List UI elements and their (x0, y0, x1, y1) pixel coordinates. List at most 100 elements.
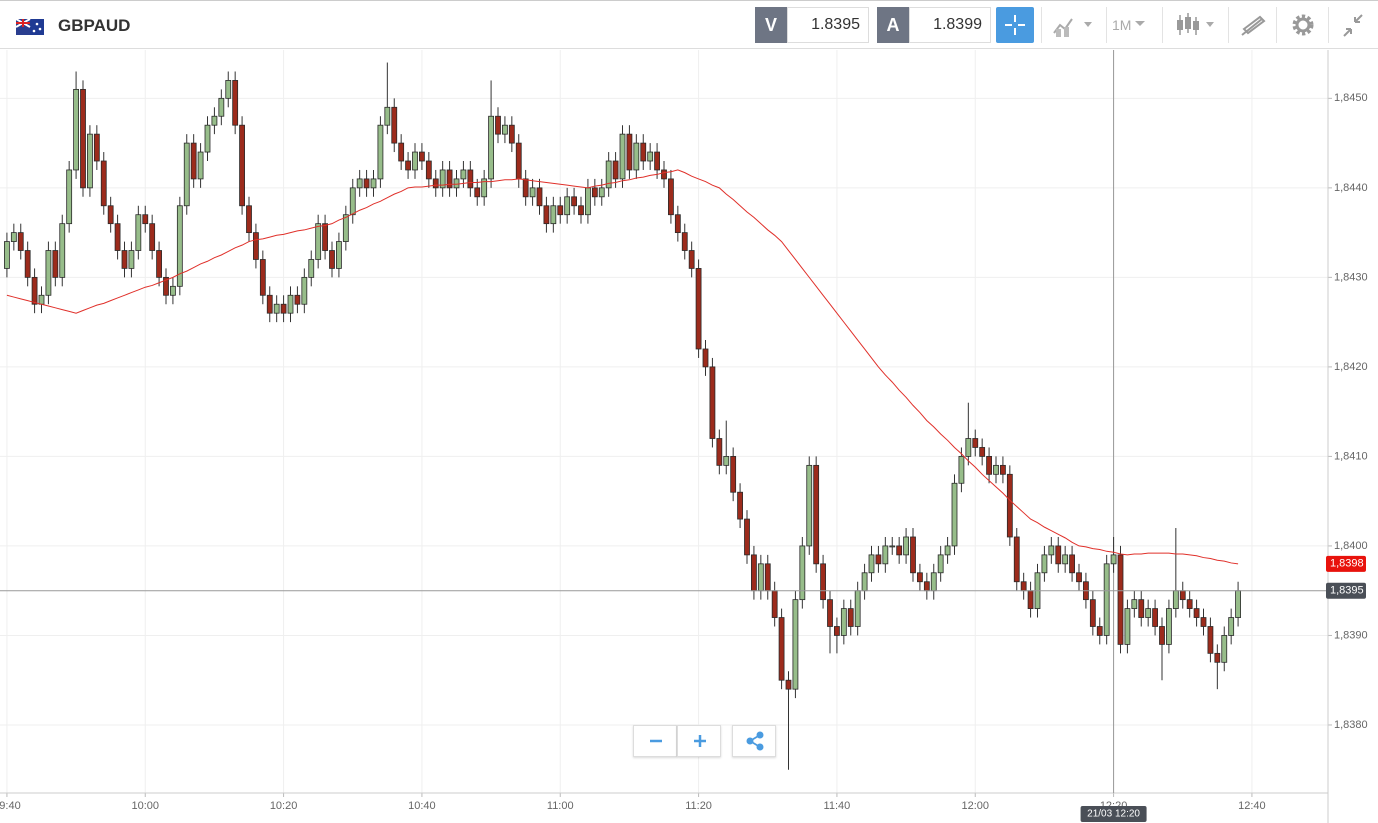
candle-body (674, 214, 681, 234)
candle-body (24, 250, 31, 278)
candle-body (1076, 572, 1082, 583)
candle-body (751, 554, 757, 592)
draw-button[interactable] (1238, 7, 1268, 43)
candle-body (183, 142, 190, 207)
candle-body (647, 151, 654, 162)
x-tick-label: 09:40 (0, 800, 21, 812)
candle-body (363, 178, 370, 189)
candle-body (688, 250, 695, 269)
candle-body (66, 169, 73, 225)
candle-body (453, 178, 460, 189)
candle-body (1027, 590, 1034, 609)
candle-body (668, 178, 674, 216)
candle-body (425, 160, 432, 180)
y-tick-label: 1,8380 (1334, 719, 1368, 731)
candle-body (861, 572, 868, 592)
candle-body (799, 545, 806, 601)
candle-body (121, 250, 128, 269)
candle-body (923, 581, 930, 592)
candle-body (827, 599, 833, 627)
candle-body (38, 294, 45, 305)
zoom-out-button[interactable] (633, 725, 677, 757)
crosshair-button[interactable] (996, 7, 1034, 43)
candle-body (723, 456, 730, 466)
candle-body (149, 223, 156, 251)
candle-type-button[interactable] (1172, 7, 1222, 43)
candle-body (550, 205, 557, 225)
candle-body (868, 554, 875, 574)
candle-body (439, 169, 446, 189)
y-tick-label: 1,8420 (1334, 361, 1368, 373)
x-tick-label: 11:20 (685, 800, 712, 812)
candle-body (412, 151, 418, 171)
ask-button[interactable]: A (877, 7, 909, 43)
candle-body (87, 133, 93, 189)
candle-body (52, 250, 59, 278)
ask-price: 1.8399 (909, 7, 991, 43)
candle-body (197, 151, 204, 180)
candle-body (432, 178, 439, 189)
candle-body (488, 115, 494, 180)
candle-body (1006, 473, 1013, 538)
candle-body (840, 608, 847, 636)
x-tick-label: 10:40 (408, 800, 436, 812)
y-tick-label: 1,8390 (1334, 629, 1368, 641)
settings-button[interactable] (1288, 7, 1318, 43)
candle-body (854, 590, 861, 627)
candle-body (446, 169, 453, 189)
candle-body (59, 223, 66, 278)
candle-body (1200, 617, 1207, 627)
candle-body (405, 160, 411, 171)
flag-icon (16, 19, 44, 35)
candle-body (370, 178, 377, 189)
candle-body (771, 590, 778, 618)
candle-body (917, 572, 923, 583)
candle-body (253, 232, 259, 260)
candle-body (460, 169, 467, 180)
candle-body (308, 259, 315, 278)
candle-body (31, 276, 38, 305)
y-tick-label: 1,8440 (1334, 182, 1368, 194)
candle-body (557, 205, 564, 216)
candle-body (654, 151, 660, 171)
candle-body (280, 303, 287, 314)
candle-body (128, 250, 135, 269)
candle-body (993, 464, 999, 475)
y-tick-label: 1,8430 (1334, 271, 1368, 283)
collapse-button[interactable] (1338, 7, 1368, 43)
timeframe-button[interactable]: 1M (1112, 7, 1156, 43)
x-tick-label: 10:00 (131, 800, 159, 812)
candle-body (1235, 590, 1241, 618)
candle-body (578, 205, 584, 216)
candle-body (730, 456, 737, 493)
candle-body (336, 241, 342, 269)
candle-body (1214, 652, 1221, 663)
candle-body (785, 679, 792, 690)
bid-button[interactable]: V (755, 7, 787, 43)
candle-body (737, 491, 743, 520)
candle-body (882, 545, 889, 565)
timeframe: 1M (1112, 17, 1132, 33)
chart-type-button[interactable] (1050, 7, 1100, 43)
candle-body (612, 160, 619, 180)
candle-body (170, 285, 176, 296)
candle-body (107, 205, 114, 225)
candle-body (1048, 545, 1055, 556)
candle-body (896, 545, 903, 556)
price-badge-label: 1,8395 (1330, 585, 1364, 597)
share-button[interactable] (732, 725, 776, 757)
candle-body (585, 187, 591, 216)
candle-body (419, 151, 425, 162)
candle-body (287, 294, 294, 314)
candle-body (965, 438, 972, 457)
candle-body (806, 464, 813, 547)
zoom-in-button[interactable] (677, 725, 721, 757)
x-tick-label: 12:00 (961, 800, 989, 812)
candle-body (17, 232, 24, 251)
candle-body (467, 169, 474, 189)
x-tick-label: 10:20 (270, 800, 298, 812)
candle-body (522, 178, 529, 198)
candle-body (142, 214, 149, 225)
candle-body (218, 97, 225, 117)
candle-body (937, 554, 944, 574)
